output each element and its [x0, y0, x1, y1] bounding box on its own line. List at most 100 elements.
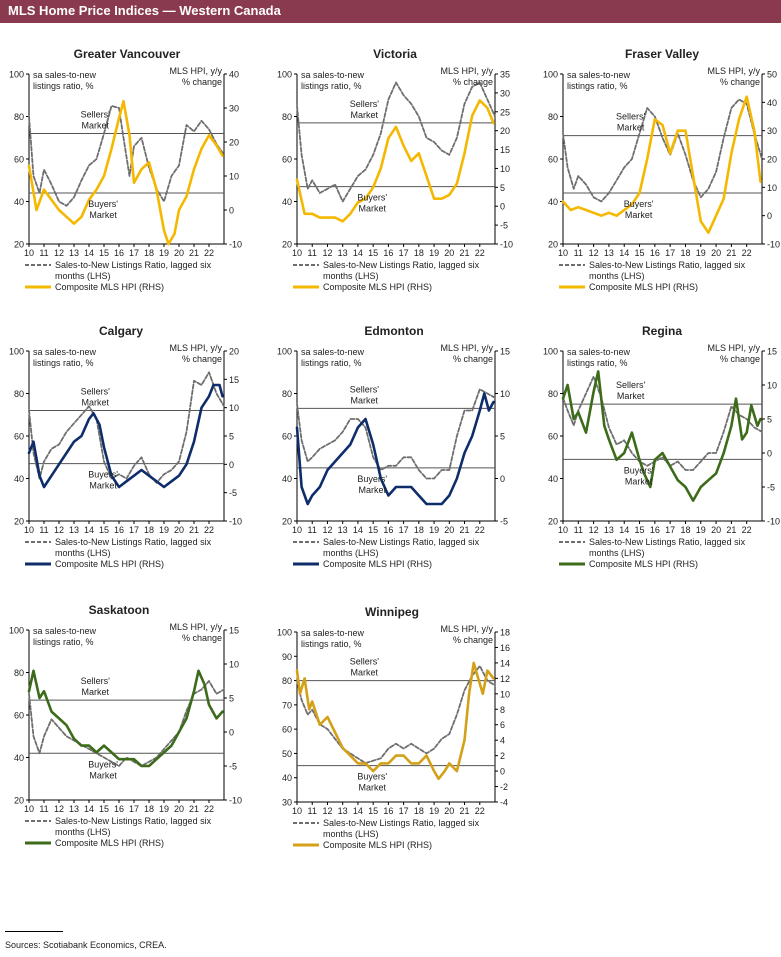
- chart-panel: Greater Vancouver20406080100-10010203040…: [9, 47, 242, 292]
- legend-snlr-label: Sales-to-New Listings Ratio, lagged six: [589, 537, 746, 547]
- legend-snlr-label: Sales-to-New Listings Ratio, lagged six: [55, 260, 212, 270]
- x-tick-label: 11: [574, 248, 583, 258]
- x-tick-label: 12: [54, 525, 64, 535]
- sellers-market-label: Sellers': [81, 110, 111, 120]
- x-tick-label: 15: [368, 525, 378, 535]
- x-tick-label: 22: [742, 248, 752, 258]
- left-axis-label: listings ratio, %: [33, 637, 94, 647]
- buyers-market-label: Market: [358, 204, 386, 214]
- x-tick-label: 13: [338, 248, 348, 258]
- x-tick-label: 14: [619, 248, 629, 258]
- x-tick-label: 16: [383, 525, 393, 535]
- x-tick-label: 16: [650, 525, 660, 535]
- x-tick-label: 20: [174, 525, 184, 535]
- x-tick-label: 14: [353, 806, 363, 816]
- x-tick-label: 20: [711, 248, 721, 258]
- right-axis-label: MLS HPI, y/y: [440, 66, 493, 76]
- x-tick-label: 14: [353, 248, 363, 258]
- chart-panel: Victoria 20 40 60 80 100 -10 -5 0 5 10 15 20 25 30 35 10…: [277, 47, 513, 292]
- right-axis-label: % change: [182, 77, 222, 87]
- legend-hpi-label: Composite MLS HPI (RHS): [323, 559, 432, 569]
- legend-hpi-label: Composite MLS HPI (RHS): [589, 282, 698, 292]
- x-tick-label: 12: [589, 248, 599, 258]
- buyers-market-label: Buyers': [88, 199, 118, 209]
- left-tick-label: 100: [9, 347, 24, 357]
- left-axis-label: listings ratio, %: [567, 358, 628, 368]
- right-axis-label: MLS HPI, y/y: [169, 66, 222, 76]
- right-tick-label: -5: [229, 762, 237, 772]
- left-axis-label: listings ratio, %: [301, 358, 362, 368]
- x-tick-label: 17: [129, 804, 139, 814]
- x-tick-label: 21: [460, 525, 470, 535]
- title-banner: MLS Home Price Indices — Western Canada: [0, 0, 781, 23]
- hpi-series-line: [27, 669, 224, 768]
- x-tick-label: 17: [399, 806, 409, 816]
- hpi-series-line: [27, 383, 224, 489]
- right-tick-label: 6: [500, 720, 505, 730]
- sellers-market-label: Sellers': [350, 99, 380, 109]
- x-tick-label: 20: [174, 248, 184, 258]
- x-tick-label: 16: [114, 525, 124, 535]
- x-tick-label: 10: [292, 806, 302, 816]
- x-tick-label: 13: [604, 525, 614, 535]
- sellers-market-label: Market: [82, 121, 110, 131]
- right-axis-label: % change: [453, 635, 493, 645]
- right-tick-label: -10: [500, 240, 513, 250]
- x-tick-label: 18: [680, 248, 690, 258]
- left-axis-label: sa sales-to-new: [567, 70, 631, 80]
- x-tick-label: 10: [24, 248, 34, 258]
- snlr-series-line: [296, 388, 496, 480]
- right-tick-label: 5: [229, 432, 234, 442]
- x-tick-label: 12: [54, 248, 64, 258]
- left-axis-label: sa sales-to-new: [33, 70, 97, 80]
- left-tick-label: 90: [282, 652, 292, 662]
- left-tick-label: 80: [282, 676, 292, 686]
- hpi-series-line: [561, 370, 762, 502]
- x-tick-label: 22: [475, 525, 485, 535]
- sellers-market-label: Sellers': [81, 676, 111, 686]
- x-tick-label: 13: [604, 248, 614, 258]
- x-tick-label: 18: [144, 248, 154, 258]
- x-tick-label: 18: [144, 525, 154, 535]
- x-tick-label: 14: [353, 525, 363, 535]
- x-tick-label: 22: [204, 248, 214, 258]
- x-tick-label: 11: [39, 525, 48, 535]
- left-tick-label: 20: [282, 240, 292, 250]
- x-tick-label: 19: [429, 806, 439, 816]
- right-tick-label: 10: [767, 381, 777, 391]
- right-axis-label: % change: [182, 354, 222, 364]
- right-tick-label: 10: [229, 403, 239, 413]
- sellers-market-label: Market: [351, 668, 379, 678]
- left-tick-label: 30: [282, 798, 292, 808]
- sellers-market-label: Sellers': [81, 387, 111, 397]
- x-tick-label: 14: [84, 248, 94, 258]
- x-tick-label: 19: [696, 525, 706, 535]
- left-axis-label: listings ratio, %: [301, 81, 362, 91]
- left-tick-label: 60: [282, 155, 292, 165]
- x-tick-label: 17: [129, 248, 139, 258]
- x-tick-label: 12: [322, 806, 332, 816]
- left-tick-label: 100: [277, 628, 292, 638]
- left-axis-label: sa sales-to-new: [301, 628, 365, 638]
- right-tick-label: 5: [500, 183, 505, 193]
- buyers-market-label: Market: [89, 481, 117, 491]
- left-tick-label: 100: [9, 626, 24, 636]
- left-axis-label: listings ratio, %: [33, 81, 94, 91]
- chart-panel: Fraser Valley20406080100-100102030405010…: [543, 47, 780, 292]
- legend-snlr-label: Sales-to-New Listings Ratio, lagged six: [55, 816, 212, 826]
- x-tick-label: 16: [650, 248, 660, 258]
- right-tick-label: 5: [767, 415, 772, 425]
- left-tick-label: 20: [14, 796, 24, 806]
- right-tick-label: 30: [500, 88, 510, 98]
- right-tick-label: -10: [767, 240, 780, 250]
- right-axis-label: MLS HPI, y/y: [169, 622, 222, 632]
- left-tick-label: 40: [282, 474, 292, 484]
- legend-snlr-label: months (LHS): [323, 271, 379, 281]
- right-tick-label: 20: [500, 126, 510, 136]
- buyers-market-label: Buyers': [624, 199, 654, 209]
- x-tick-label: 20: [444, 525, 454, 535]
- right-tick-label: 0: [229, 460, 234, 470]
- right-tick-label: 5: [500, 432, 505, 442]
- x-tick-label: 16: [114, 804, 124, 814]
